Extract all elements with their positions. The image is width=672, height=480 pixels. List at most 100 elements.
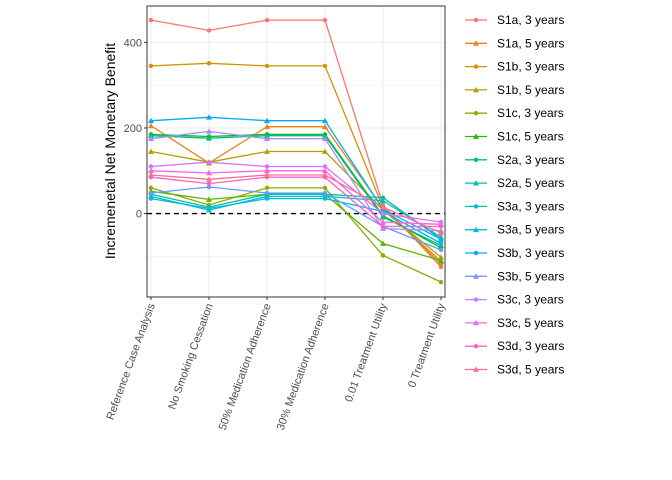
data-point — [322, 196, 328, 201]
legend-key-marker — [473, 344, 479, 349]
data-point — [264, 167, 270, 174]
legend-key-marker — [473, 297, 479, 302]
data-point — [264, 190, 270, 196]
plot-border — [146, 5, 446, 298]
data-point — [148, 132, 154, 139]
data-point — [264, 148, 270, 154]
data-point — [438, 229, 444, 236]
legend-item: S3d, 3 years — [465, 339, 564, 353]
legend-item: S3a, 3 years — [465, 199, 564, 213]
legend-key-marker — [473, 86, 479, 93]
data-point — [148, 172, 154, 178]
data-point — [148, 117, 154, 124]
x-axis: Reference Case Analysis No Smoking Cessat… — [105, 297, 448, 432]
data-point — [322, 148, 328, 154]
data-point — [438, 224, 444, 229]
data-point — [380, 253, 386, 258]
data-point — [206, 28, 212, 33]
data-point — [206, 206, 212, 211]
data-point — [148, 196, 154, 201]
series-line — [150, 193, 442, 240]
data-point — [322, 63, 328, 69]
series-line — [150, 170, 442, 225]
y-tick-label: 0 — [136, 209, 142, 221]
data-point — [322, 135, 328, 142]
data-point — [264, 17, 270, 23]
legend-key-marker — [473, 319, 479, 326]
legend-label: S3d, 3 years — [497, 339, 564, 353]
legend-item: S3d, 5 years — [465, 363, 564, 377]
data-point — [322, 164, 328, 169]
data-point — [264, 132, 270, 139]
legend-item: S2a, 3 years — [465, 153, 564, 167]
legend-item: S1b, 5 years — [465, 83, 564, 97]
legend-item: S2a, 5 years — [465, 176, 564, 190]
data-point — [264, 63, 270, 69]
legend-item: S1a, 5 years — [465, 36, 564, 50]
legend-key-marker — [473, 133, 479, 139]
series-line — [150, 161, 442, 223]
data-point — [264, 172, 270, 178]
data-point — [148, 164, 154, 169]
legend-item: S3b, 5 years — [465, 269, 564, 283]
x-tick-label: Reference Case Analysis — [105, 301, 158, 421]
legend-key-marker — [473, 204, 479, 209]
legend-key-marker — [473, 273, 479, 279]
data-point — [148, 148, 154, 154]
data-point — [148, 185, 154, 191]
legend-label: S1a, 5 years — [497, 36, 564, 50]
data-point — [380, 224, 386, 229]
x-tick-label: No Smoking Cessation — [166, 302, 216, 411]
series-line — [150, 187, 442, 283]
series-line — [150, 195, 442, 238]
series-11 — [148, 114, 444, 242]
data-point — [206, 114, 212, 120]
series-line — [150, 174, 442, 234]
legend-item: S3c, 5 years — [465, 316, 564, 330]
x-tick-label: 0 Treatment Utility — [406, 301, 448, 389]
series-line — [150, 116, 442, 240]
legend-item: S1a, 3 years — [465, 13, 564, 27]
data-point — [322, 132, 328, 139]
data-point — [438, 247, 444, 253]
data-point — [380, 213, 386, 220]
series-line — [150, 197, 442, 245]
legend-key-marker — [473, 111, 479, 116]
legend-item: S3c, 3 years — [465, 293, 564, 307]
data-point — [322, 185, 328, 191]
data-point — [206, 176, 212, 182]
legend-label: S1a, 3 years — [497, 13, 564, 27]
legend-item: S1c, 3 years — [465, 106, 564, 120]
legend-label: S1b, 3 years — [497, 60, 564, 74]
legend-key-marker — [473, 157, 479, 162]
legend-item: S3b, 3 years — [465, 246, 564, 260]
data-point — [264, 135, 270, 142]
data-point — [438, 236, 444, 242]
legend-label: S3a, 5 years — [497, 223, 564, 237]
data-point — [438, 254, 444, 260]
series-line — [150, 135, 442, 247]
data-point — [264, 117, 270, 124]
legend-label: S3c, 3 years — [497, 293, 564, 307]
data-point — [206, 128, 212, 134]
legend-key-marker — [473, 366, 479, 372]
data-point — [322, 17, 328, 23]
data-point — [322, 123, 328, 130]
data-point — [206, 159, 212, 165]
legend-label: S1b, 5 years — [497, 83, 564, 97]
legend-label: S1c, 3 years — [497, 106, 564, 120]
data-point — [206, 135, 212, 141]
legend-label: S3b, 3 years — [497, 246, 564, 260]
legend-label: S3b, 5 years — [497, 269, 564, 283]
data-point — [438, 257, 444, 264]
legend-label: S2a, 5 years — [497, 176, 564, 190]
series-14 — [148, 159, 444, 225]
data-point — [148, 167, 154, 174]
legend-item: S3a, 5 years — [465, 223, 564, 237]
series-4 — [148, 185, 444, 285]
legend-key-marker — [473, 226, 479, 233]
data-point — [206, 169, 212, 176]
data-point — [438, 241, 444, 246]
data-point — [148, 122, 154, 129]
